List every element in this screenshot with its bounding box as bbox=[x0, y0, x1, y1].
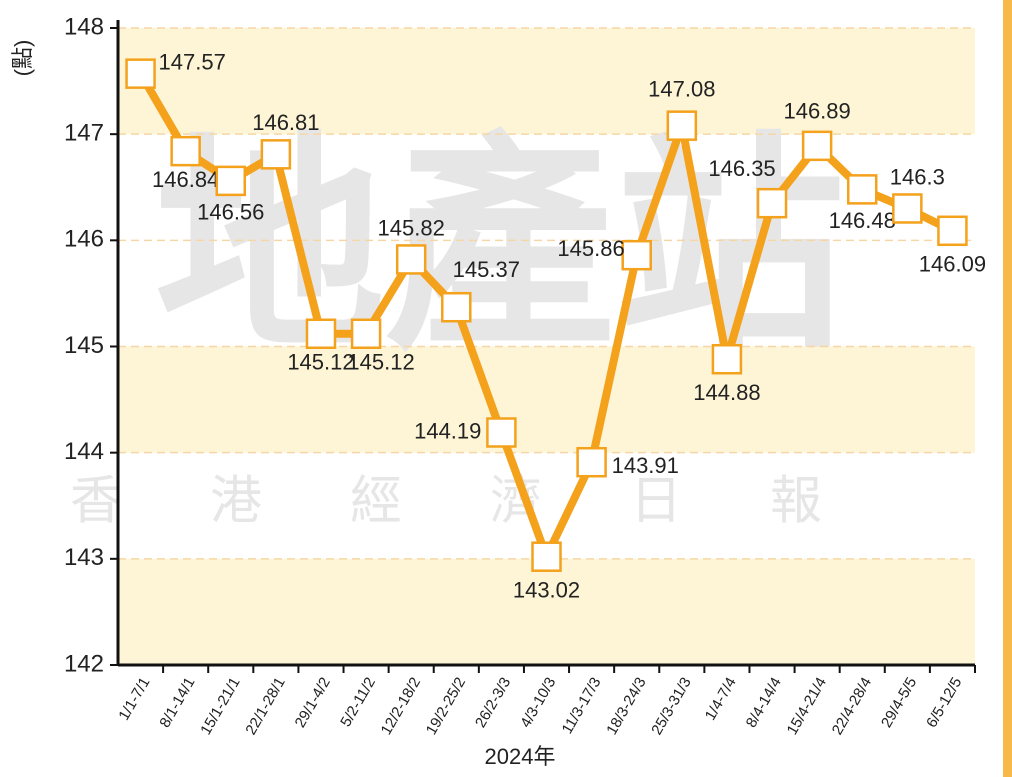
x-tick-label: 22/1-28/1 bbox=[242, 674, 288, 737]
marker bbox=[846, 174, 878, 205]
marker bbox=[801, 130, 833, 162]
bands bbox=[118, 28, 975, 665]
x-tick-label: 8/1-14/1 bbox=[156, 674, 198, 730]
marker bbox=[260, 139, 292, 170]
marker bbox=[486, 417, 517, 448]
x-tick-label: 1/1-7/1 bbox=[115, 674, 153, 723]
value-label: 143.02 bbox=[513, 578, 580, 603]
value-label: 144.19 bbox=[414, 418, 481, 443]
marker bbox=[395, 244, 427, 275]
x-tick-label: 8/4-14/4 bbox=[743, 674, 785, 730]
y-tick-label: 146 bbox=[64, 226, 104, 253]
marker bbox=[531, 541, 562, 572]
y-axis-label: (點) bbox=[10, 40, 35, 77]
value-label: 146.48 bbox=[829, 208, 896, 233]
marker bbox=[711, 343, 743, 375]
value-label: 146.84 bbox=[152, 167, 219, 192]
value-label: 146.56 bbox=[197, 200, 264, 225]
value-label: 144.88 bbox=[693, 380, 760, 405]
marker bbox=[170, 135, 201, 167]
value-label: 146.3 bbox=[890, 164, 945, 189]
x-tick-label: 15/4-21/4 bbox=[784, 674, 830, 737]
watermark-sub: 香港經濟日報 bbox=[70, 473, 910, 531]
x-tick-label: 12/2-18/2 bbox=[378, 674, 424, 737]
y-tick-label: 143 bbox=[64, 544, 104, 571]
marker bbox=[305, 318, 337, 350]
x-tick-label: 25/3-31/3 bbox=[648, 674, 694, 737]
marker bbox=[441, 291, 472, 323]
x-axis-label: 2024年 bbox=[485, 744, 556, 769]
band bbox=[118, 346, 975, 453]
x-tick-label: 29/1-4/2 bbox=[292, 674, 334, 730]
value-label: 146.35 bbox=[708, 156, 775, 181]
value-label: 146.09 bbox=[919, 252, 986, 277]
marker bbox=[937, 215, 968, 247]
x-tick-label: 6/5-12/5 bbox=[923, 674, 965, 730]
value-label: 145.12 bbox=[347, 350, 414, 375]
border bbox=[1003, 0, 1012, 777]
y-tick-label: 142 bbox=[64, 650, 104, 677]
x-tick-label: 22/4-28/4 bbox=[829, 674, 875, 737]
x-tick-label: 15/1-21/1 bbox=[197, 674, 243, 737]
y-tick-label: 148 bbox=[64, 13, 104, 40]
x-tick-label: 18/3-24/3 bbox=[603, 674, 649, 737]
marker bbox=[125, 58, 156, 89]
band bbox=[118, 558, 975, 665]
x-tick-label: 26/2-3/3 bbox=[472, 674, 514, 730]
y-tick-label: 145 bbox=[64, 332, 104, 359]
marker bbox=[215, 165, 247, 197]
value-label: 145.12 bbox=[287, 350, 354, 375]
x-tick-label: 5/2-11/2 bbox=[337, 674, 379, 729]
x-tick-label: 11/3-17/3 bbox=[559, 674, 605, 736]
value-label: 146.89 bbox=[783, 99, 850, 124]
value-label: 147.08 bbox=[648, 76, 715, 101]
x-tick-label: 29/4-5/5 bbox=[878, 674, 920, 730]
x-tick-label: 1/4-7/4 bbox=[702, 674, 740, 723]
y-tick-label: 144 bbox=[64, 438, 104, 465]
marker bbox=[576, 446, 607, 478]
y-tick-label: 147 bbox=[64, 120, 104, 147]
x-tick-label: 4/3-10/3 bbox=[517, 674, 559, 730]
value-label: 145.37 bbox=[453, 257, 520, 282]
marker bbox=[666, 110, 698, 141]
marker bbox=[350, 318, 382, 350]
marker bbox=[621, 239, 652, 271]
value-label: 146.81 bbox=[252, 110, 319, 135]
band bbox=[118, 28, 975, 135]
marker bbox=[892, 193, 923, 224]
x-tick-label: 19/2-25/2 bbox=[423, 674, 469, 737]
value-label: 147.57 bbox=[159, 49, 226, 74]
value-label: 145.86 bbox=[557, 236, 624, 261]
value-label: 145.82 bbox=[378, 215, 445, 240]
value-label: 143.91 bbox=[612, 453, 679, 478]
marker bbox=[756, 187, 788, 219]
